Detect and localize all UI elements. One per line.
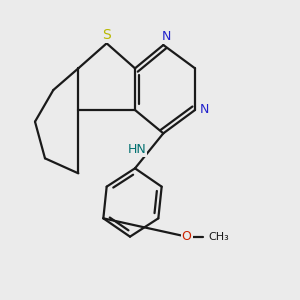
Text: HN: HN xyxy=(127,143,146,157)
Text: N: N xyxy=(200,103,209,116)
Text: S: S xyxy=(102,28,111,42)
Text: CH₃: CH₃ xyxy=(208,232,229,242)
Text: N: N xyxy=(162,30,171,43)
Text: O: O xyxy=(182,230,192,243)
